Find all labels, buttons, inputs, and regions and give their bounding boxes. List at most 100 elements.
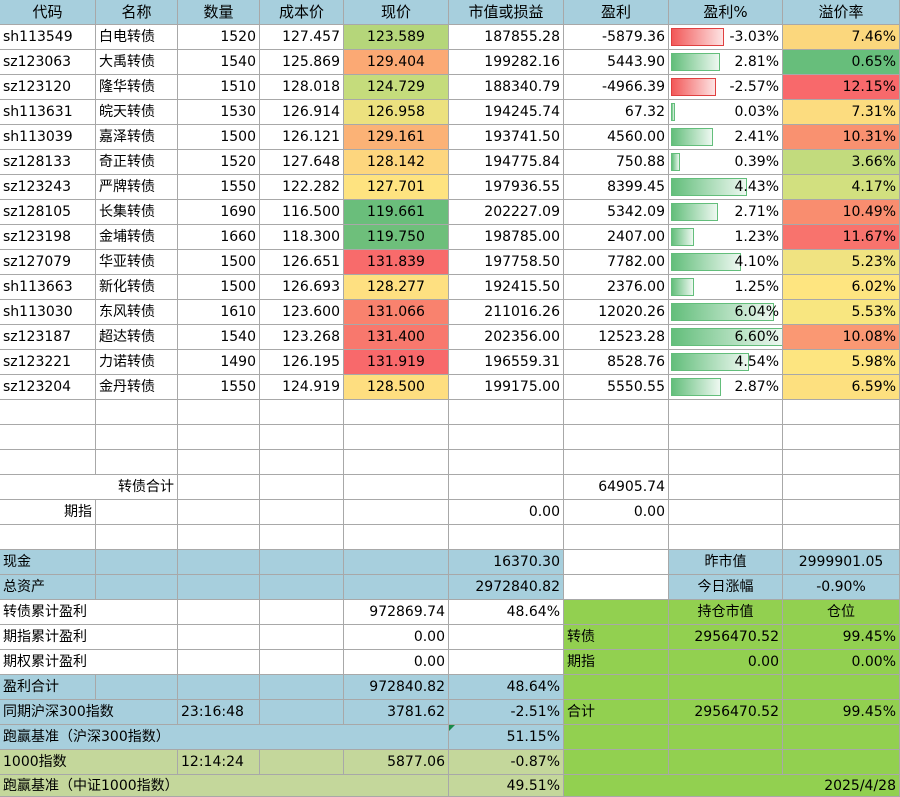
empty-cell[interactable] bbox=[344, 575, 449, 600]
report-date[interactable]: 2025/4/28 bbox=[564, 775, 900, 797]
row-value[interactable]: 197758.50 bbox=[449, 250, 564, 275]
empty-cell[interactable] bbox=[260, 700, 344, 725]
row-name[interactable]: 严牌转债 bbox=[96, 175, 178, 200]
empty-cell[interactable] bbox=[96, 425, 178, 450]
row-premium[interactable]: 6.02% bbox=[783, 275, 900, 300]
row-name[interactable]: 奇正转债 bbox=[96, 150, 178, 175]
profit-total-label[interactable]: 盈利合计 bbox=[0, 675, 96, 700]
empty-cell[interactable] bbox=[96, 575, 178, 600]
empty-cell[interactable] bbox=[260, 450, 344, 475]
header-code[interactable]: 代码 bbox=[0, 0, 96, 25]
row-premium[interactable]: 12.15% bbox=[783, 75, 900, 100]
zz1000-value[interactable]: 5877.06 bbox=[344, 750, 449, 775]
row-value[interactable]: 194245.74 bbox=[449, 100, 564, 125]
row-profit-pct[interactable]: 6.60% bbox=[669, 325, 783, 350]
empty-cell[interactable] bbox=[0, 450, 96, 475]
cb-total-profit[interactable]: 64905.74 bbox=[564, 475, 669, 500]
row-premium[interactable]: 11.67% bbox=[783, 225, 900, 250]
empty-cell[interactable] bbox=[178, 500, 260, 525]
row-price[interactable]: 131.839 bbox=[344, 250, 449, 275]
empty-cell[interactable] bbox=[260, 425, 344, 450]
row-cost[interactable]: 118.300 bbox=[260, 225, 344, 250]
empty-cell[interactable] bbox=[260, 475, 344, 500]
empty-cell[interactable] bbox=[564, 525, 669, 550]
empty-cell[interactable] bbox=[96, 500, 178, 525]
row-premium[interactable]: 7.31% bbox=[783, 100, 900, 125]
empty-cell[interactable] bbox=[96, 675, 178, 700]
empty-cell[interactable] bbox=[564, 725, 669, 750]
row-profit[interactable]: 750.88 bbox=[564, 150, 669, 175]
header-price[interactable]: 现价 bbox=[344, 0, 449, 25]
row-name[interactable]: 东风转债 bbox=[96, 300, 178, 325]
row-premium[interactable]: 10.49% bbox=[783, 200, 900, 225]
row-price[interactable]: 128.142 bbox=[344, 150, 449, 175]
header-name[interactable]: 名称 bbox=[96, 0, 178, 25]
empty-cell[interactable] bbox=[178, 650, 260, 675]
assets-value[interactable]: 2972840.82 bbox=[449, 575, 564, 600]
row-profit[interactable]: 12523.28 bbox=[564, 325, 669, 350]
row-premium[interactable]: 6.59% bbox=[783, 375, 900, 400]
row-value[interactable]: 187855.28 bbox=[449, 25, 564, 50]
row-qty[interactable]: 1520 bbox=[178, 25, 260, 50]
empty-cell[interactable] bbox=[0, 525, 96, 550]
row-code[interactable]: sz123204 bbox=[0, 375, 96, 400]
row-price[interactable]: 129.161 bbox=[344, 125, 449, 150]
empty-cell[interactable] bbox=[564, 450, 669, 475]
total-pos[interactable]: 99.45% bbox=[783, 700, 900, 725]
empty-cell[interactable] bbox=[783, 400, 900, 425]
opt-cum-value[interactable]: 0.00 bbox=[344, 650, 449, 675]
row-price[interactable]: 126.958 bbox=[344, 100, 449, 125]
row-profit[interactable]: 67.32 bbox=[564, 100, 669, 125]
row-cost[interactable]: 126.914 bbox=[260, 100, 344, 125]
beat-hs300-label[interactable]: 跑赢基准（沪深300指数） bbox=[0, 725, 449, 750]
row-profit[interactable]: -5879.36 bbox=[564, 25, 669, 50]
row-price[interactable]: 131.400 bbox=[344, 325, 449, 350]
row-code[interactable]: sz123120 bbox=[0, 75, 96, 100]
prev-value-label[interactable]: 昨市值 bbox=[669, 550, 783, 575]
empty-cell[interactable] bbox=[260, 625, 344, 650]
empty-cell[interactable] bbox=[449, 650, 564, 675]
row-qty[interactable]: 1540 bbox=[178, 325, 260, 350]
empty-cell[interactable] bbox=[449, 425, 564, 450]
empty-cell[interactable] bbox=[344, 400, 449, 425]
row-profit-pct[interactable]: 6.04% bbox=[669, 300, 783, 325]
row-profit-pct[interactable]: 4.43% bbox=[669, 175, 783, 200]
header-cost[interactable]: 成本价 bbox=[260, 0, 344, 25]
row-qty[interactable]: 1550 bbox=[178, 175, 260, 200]
cb-label[interactable]: 转债 bbox=[564, 625, 669, 650]
row-value[interactable]: 192415.50 bbox=[449, 275, 564, 300]
empty-cell[interactable] bbox=[564, 550, 669, 575]
empty-cell[interactable] bbox=[669, 725, 783, 750]
row-name[interactable]: 金丹转债 bbox=[96, 375, 178, 400]
empty-cell[interactable] bbox=[178, 475, 260, 500]
row-code[interactable]: sh113663 bbox=[0, 275, 96, 300]
row-qty[interactable]: 1500 bbox=[178, 125, 260, 150]
beat-zz1000-label[interactable]: 跑赢基准（中证1000指数） bbox=[0, 775, 449, 797]
row-price[interactable]: 131.066 bbox=[344, 300, 449, 325]
fut-label[interactable]: 期指 bbox=[564, 650, 669, 675]
zz1000-pct[interactable]: -0.87% bbox=[449, 750, 564, 775]
row-premium[interactable]: 5.23% bbox=[783, 250, 900, 275]
cb-hold[interactable]: 2956470.52 bbox=[669, 625, 783, 650]
header-value[interactable]: 市值或损益 bbox=[449, 0, 564, 25]
empty-cell[interactable] bbox=[449, 450, 564, 475]
row-value[interactable]: 202227.09 bbox=[449, 200, 564, 225]
row-profit[interactable]: 8528.76 bbox=[564, 350, 669, 375]
fut-pos[interactable]: 0.00% bbox=[783, 650, 900, 675]
row-code[interactable]: sh113039 bbox=[0, 125, 96, 150]
empty-cell[interactable] bbox=[783, 475, 900, 500]
fut-cum-value[interactable]: 0.00 bbox=[344, 625, 449, 650]
header-qty[interactable]: 数量 bbox=[178, 0, 260, 25]
row-name[interactable]: 大禹转债 bbox=[96, 50, 178, 75]
row-value[interactable]: 197936.55 bbox=[449, 175, 564, 200]
row-cost[interactable]: 126.195 bbox=[260, 350, 344, 375]
fut-cum-label[interactable]: 期指累计盈利 bbox=[0, 625, 178, 650]
empty-cell[interactable] bbox=[344, 550, 449, 575]
empty-cell[interactable] bbox=[178, 525, 260, 550]
empty-cell[interactable] bbox=[783, 500, 900, 525]
empty-cell[interactable] bbox=[669, 450, 783, 475]
empty-cell[interactable] bbox=[178, 600, 260, 625]
cb-cum-label[interactable]: 转债累计盈利 bbox=[0, 600, 178, 625]
empty-cell[interactable] bbox=[669, 750, 783, 775]
empty-cell[interactable] bbox=[344, 525, 449, 550]
